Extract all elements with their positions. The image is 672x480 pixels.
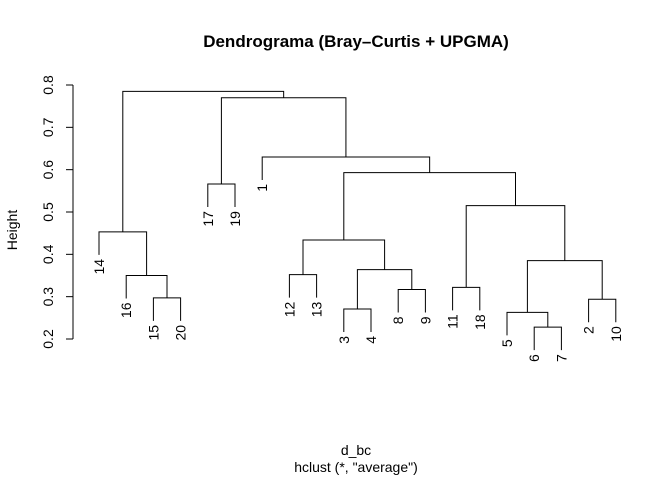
y-tick-label: 0.8 <box>40 75 56 95</box>
leaf-label: 3 <box>336 336 352 344</box>
leaf-label: 12 <box>281 301 297 317</box>
y-tick-label: 0.7 <box>40 117 56 137</box>
dendrogram-branch <box>288 274 318 298</box>
leaf-label: 2 <box>581 326 597 334</box>
chart-subtitle: hclust (*, "average") <box>294 459 418 475</box>
dendrogram-branch <box>588 298 617 323</box>
dendrogram-branch <box>533 326 562 351</box>
leaf-label: 17 <box>200 211 216 227</box>
y-axis: 0.2 0.3 0.4 0.5 0.6 0.7 0.8 <box>40 75 74 349</box>
leaf-label: 14 <box>91 259 107 275</box>
leaf-label: 8 <box>390 316 406 324</box>
leaf-label: 16 <box>118 302 134 318</box>
leaf-labels: 15 20 16 14 17 19 12 13 3 4 8 9 11 18 6 7 5 2 10 1 <box>91 184 624 362</box>
dendrogram-branch <box>122 90 285 232</box>
dendrogram-branch <box>526 260 603 313</box>
leaf-label: 6 <box>526 354 542 362</box>
y-axis-label: Height <box>4 210 20 251</box>
y-tick-label: 0.4 <box>40 244 56 264</box>
leaf-label: 4 <box>363 336 379 344</box>
chart-title: Dendrograma (Bray–Curtis + UPGMA) <box>203 32 509 51</box>
y-tick-label: 0.3 <box>40 287 56 307</box>
dendrogram-branch <box>125 275 168 299</box>
y-tick-label: 0.6 <box>40 160 56 180</box>
dendrogram-branch <box>397 288 426 313</box>
leaf-label: 15 <box>145 325 161 341</box>
leaf-label: 10 <box>608 326 624 342</box>
dendrogram-branch <box>152 297 182 321</box>
dendrogram-branch <box>465 205 566 288</box>
dendrogram-branch <box>452 286 481 311</box>
dendrogram-branches <box>98 90 617 351</box>
y-tick-label: 0.5 <box>40 202 56 222</box>
dendrogram-branch <box>220 97 347 185</box>
dendrogram-branch <box>506 311 549 336</box>
leaf-label: 18 <box>472 314 488 330</box>
leaf-label: 13 <box>309 301 325 317</box>
dendrogram-branch <box>98 231 148 276</box>
leaf-label: 5 <box>499 339 515 347</box>
leaf-label: 7 <box>553 354 569 362</box>
dendrogram-branch <box>343 172 516 240</box>
leaf-label: 9 <box>417 316 433 324</box>
leaf-label: 1 <box>254 184 270 192</box>
leaf-label: 19 <box>227 211 243 227</box>
leaf-label: 20 <box>173 325 189 341</box>
leaf-label: 11 <box>445 314 461 329</box>
dendrogram-branch <box>343 308 372 332</box>
dendrogram-branch <box>261 156 431 180</box>
dendrogram-branch <box>207 183 236 208</box>
y-tick-label: 0.2 <box>40 329 56 349</box>
x-axis-label: d_bc <box>341 442 371 458</box>
